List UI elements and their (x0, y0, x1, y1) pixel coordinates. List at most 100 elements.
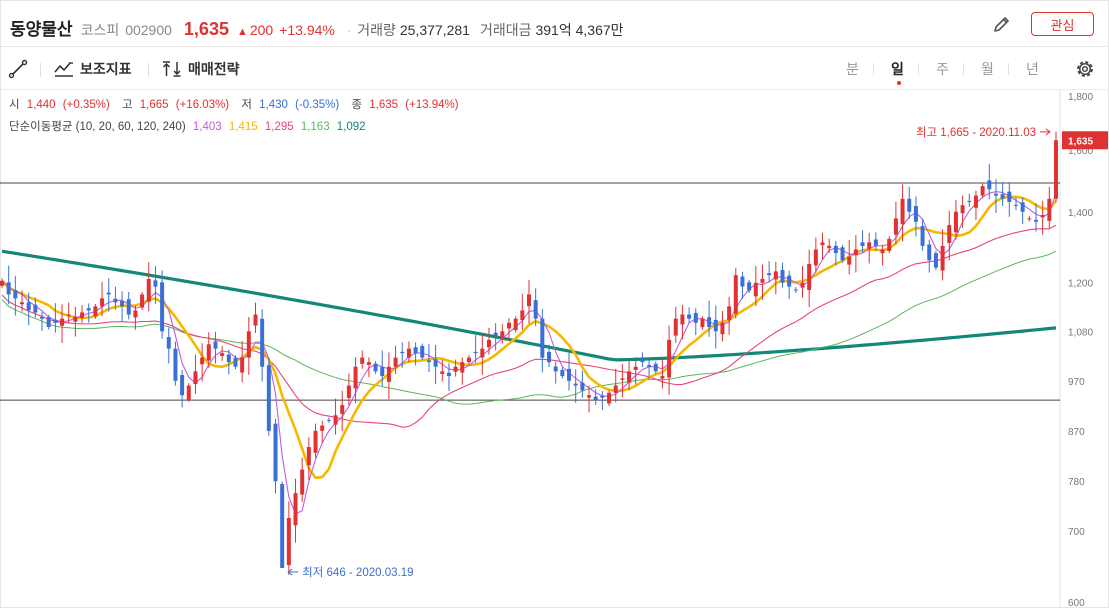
candle (667, 325, 672, 395)
candle-body (226, 354, 231, 363)
candle-body (353, 366, 358, 389)
period-year-tab[interactable]: 년 (1026, 61, 1039, 77)
candle (660, 359, 665, 389)
candle (353, 357, 358, 404)
candle-body (100, 298, 105, 307)
candle-body (26, 302, 31, 311)
period-divider (963, 63, 964, 75)
candle-body (953, 211, 958, 233)
candle (753, 266, 758, 307)
candle (493, 323, 498, 351)
candle (1053, 131, 1059, 202)
ohlc-info: 시 1,440 (+0.35%) 고 1,665 (+16.03%) 저 1,4… (9, 96, 463, 112)
chart-toolbar: 보조지표 매매전략 분 일 주 월 년 (0, 47, 1109, 90)
candle (960, 195, 965, 228)
buy-sell-arrows-icon (162, 61, 181, 77)
candle-body (246, 331, 251, 358)
candle (880, 244, 885, 266)
candle-body (940, 245, 945, 271)
favorite-button[interactable]: 관심 (1031, 12, 1094, 36)
candle (213, 331, 218, 364)
candle-body (733, 275, 738, 314)
open-pct: (+0.35%) (62, 99, 110, 111)
candle (40, 311, 45, 331)
toolbar-divider (40, 63, 41, 77)
candle-body (620, 378, 625, 380)
candle (833, 241, 838, 266)
candle (620, 364, 625, 398)
amount-value: 391억 4,367만 (535, 22, 624, 38)
candle (400, 342, 405, 368)
candle (340, 390, 345, 432)
candle-body (727, 306, 732, 320)
max-arrow-head (1045, 128, 1051, 136)
candle (193, 354, 198, 394)
candle-body (106, 292, 111, 295)
ma-info: 단순이동평균 (10, 20, 60, 120, 240) 1,403 1,41… (9, 118, 370, 134)
candle-body (133, 310, 138, 318)
candle-body (13, 290, 18, 299)
candle-body (500, 331, 505, 339)
candle-body (993, 193, 998, 196)
candle-body (980, 186, 985, 196)
candle-body (0, 280, 5, 286)
gear-icon[interactable] (1074, 58, 1096, 80)
candle-body (907, 198, 912, 212)
candle (486, 327, 491, 355)
candle (987, 163, 992, 200)
candle (146, 262, 151, 312)
pencil-icon[interactable] (992, 14, 1012, 34)
candle (273, 418, 278, 494)
candle-body (293, 493, 298, 526)
candle (840, 244, 845, 263)
candle (553, 361, 558, 384)
period-minute-tab[interactable]: 분 (846, 61, 859, 77)
candle-body (613, 385, 618, 393)
candle (767, 261, 772, 283)
candle (640, 352, 645, 368)
low-label: 저 (241, 99, 252, 111)
candle (920, 218, 925, 251)
candle-body (840, 247, 845, 261)
candle (933, 250, 938, 271)
candle (693, 308, 698, 336)
period-day-tab[interactable]: 일 (891, 61, 904, 77)
candle (980, 183, 985, 199)
candle (1027, 215, 1032, 222)
candle (900, 184, 905, 242)
period-week-tab[interactable]: 주 (936, 61, 949, 77)
candle (500, 324, 505, 344)
candle (380, 350, 385, 386)
candle-body (220, 353, 225, 356)
stock-name[interactable]: 동양물산 (10, 20, 73, 39)
candle (226, 349, 231, 375)
candle (286, 501, 291, 575)
candle (60, 304, 65, 344)
candle-body (600, 395, 605, 398)
candle (53, 303, 58, 333)
candle-body (46, 317, 51, 328)
candle-body (807, 263, 812, 291)
candle (940, 229, 945, 281)
period-month-tab[interactable]: 월 (981, 61, 994, 77)
strategy-button[interactable]: 매매전략 (161, 59, 240, 79)
candle-body (1053, 140, 1059, 199)
ma240-line (1, 249, 1057, 362)
candle-body (813, 249, 818, 266)
candle (460, 357, 465, 385)
candle (773, 261, 778, 295)
candle-body (833, 245, 838, 254)
candle-body (513, 318, 518, 331)
candle-body (480, 348, 485, 358)
candle-body (186, 385, 191, 400)
candle-body (346, 385, 351, 398)
ma60-value: 1,295 (264, 121, 294, 133)
indicator-button[interactable]: 보조지표 (53, 59, 132, 79)
draw-line-icon[interactable] (8, 59, 28, 79)
candle-body (920, 226, 925, 246)
toolbar-divider (148, 63, 149, 77)
amount-label: 거래대금 (479, 22, 532, 38)
y-tick-label: 870 (1068, 427, 1085, 438)
candle (313, 423, 318, 458)
